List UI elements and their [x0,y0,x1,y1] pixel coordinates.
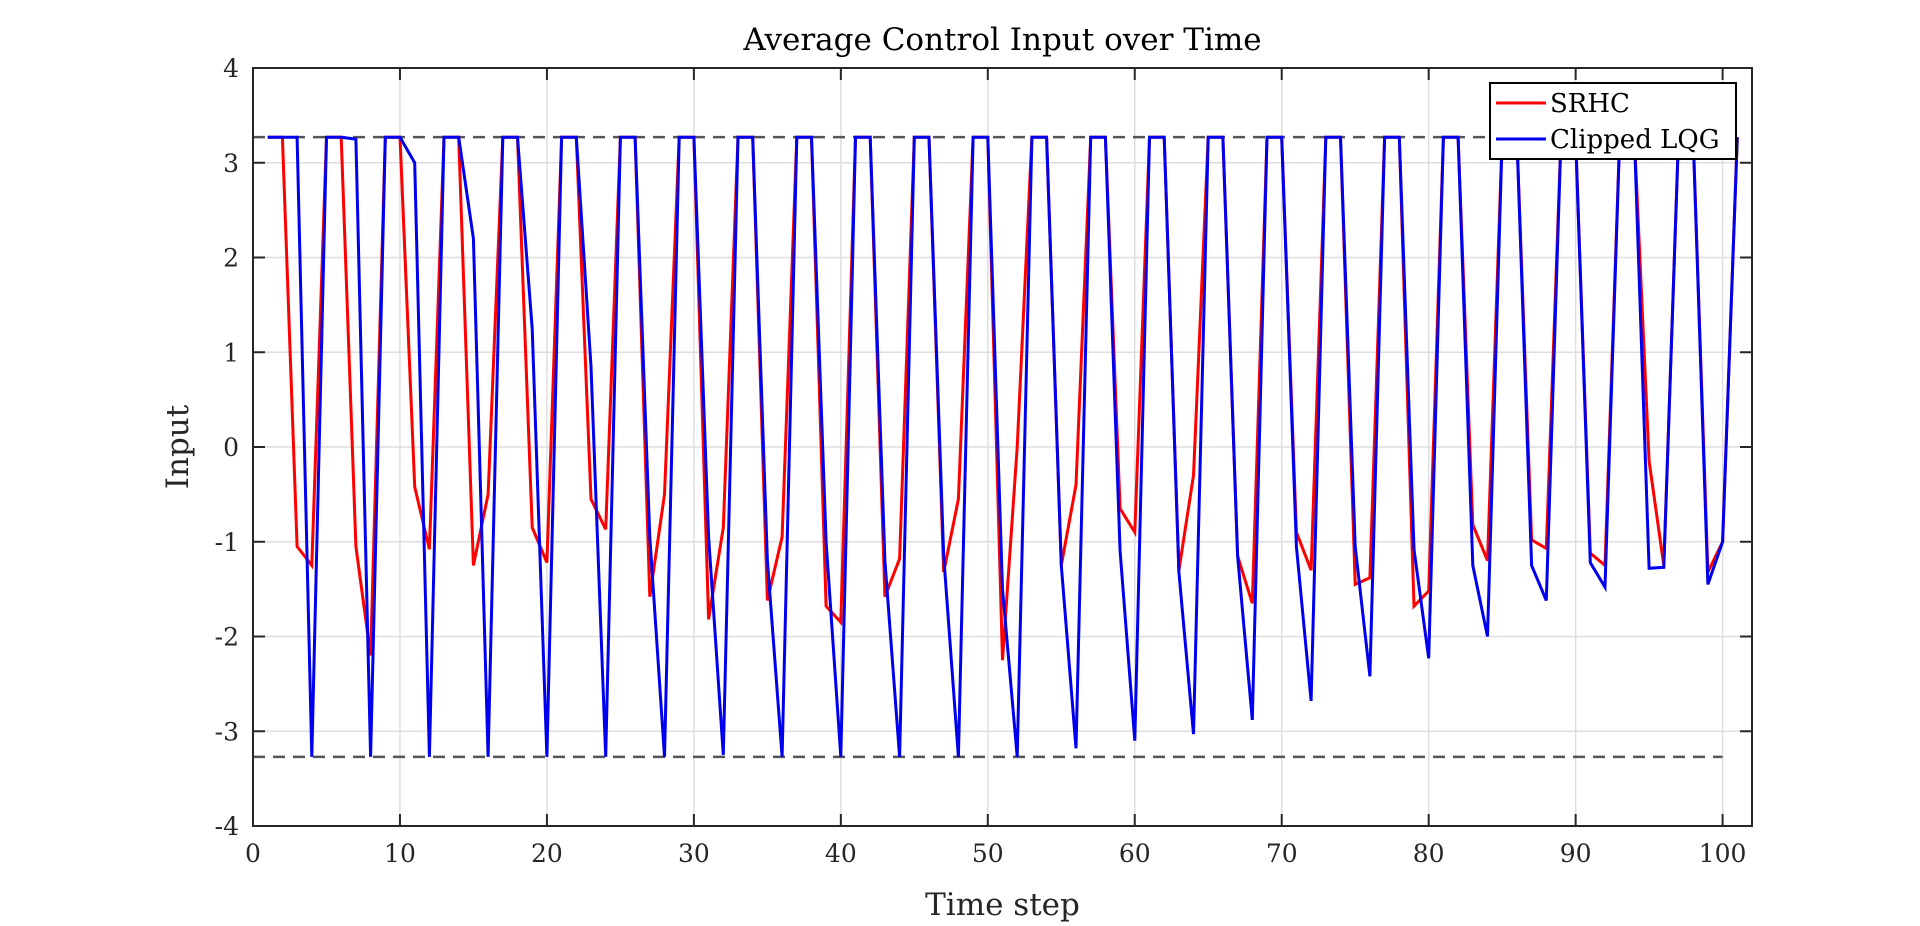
series-line-clipped-lqg [267,135,1739,757]
reference-lines [253,135,1723,759]
y-tick-label--4: -4 [215,812,239,841]
x-tick-label-70: 70 [1266,839,1298,868]
x-tick-label-10: 10 [384,839,416,868]
x-tick-label-80: 80 [1413,839,1445,868]
y-tick-label-4: 4 [223,54,239,83]
y-tick-label--2: -2 [215,623,239,652]
x-tick-label-40: 40 [825,839,857,868]
y-tick-label-1: 1 [223,338,239,367]
legend-label-clipped-lqg: Clipped LQG [1550,125,1719,155]
x-axis-label: Time step [925,887,1080,923]
y-tick-label-0: 0 [223,433,239,462]
ticks [252,67,1752,827]
x-tick-label-60: 60 [1119,839,1151,868]
y-tick-label-2: 2 [223,244,239,273]
y-tick-label-3: 3 [223,149,239,178]
tick-labels: 0 10 20 30 40 50 60 70 80 90 100 -4 -3 -2 -1 0 1 2 3 4 [215,54,1747,868]
legend-box [1489,82,1737,160]
x-tick-label-100: 100 [1699,839,1747,868]
x-tick-label-50: 50 [972,839,1004,868]
chart-title: Average Control Input over Time [742,22,1261,58]
y-tick-label--3: -3 [215,717,239,746]
y-axis-label: Input [160,404,196,489]
x-tick-label-30: 30 [678,839,710,868]
legend: SRHC Clipped LQG [1489,82,1737,160]
x-tick-label-20: 20 [531,839,563,868]
series-lines [267,135,1739,757]
x-tick-label-0: 0 [245,839,261,868]
y-tick-label--1: -1 [215,528,239,557]
legend-label-srhc: SRHC [1550,89,1630,119]
x-tick-label-90: 90 [1560,839,1592,868]
